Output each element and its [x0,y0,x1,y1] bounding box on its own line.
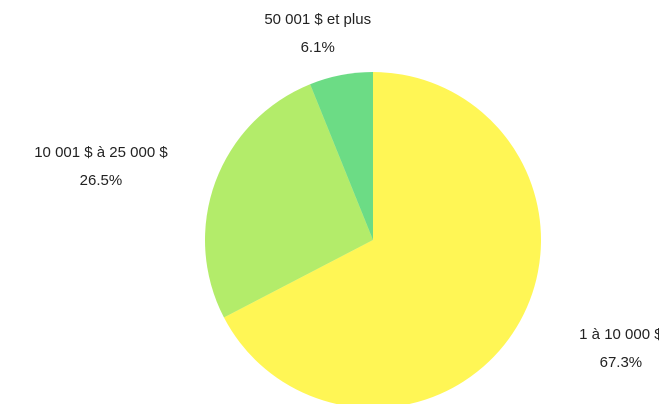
slice-value-label: 26.5% [80,172,123,189]
pie-slice [223,72,541,404]
pie-slice [310,72,373,240]
slice-label: 1 à 10 000 $ [579,326,659,343]
slice-label: 10 001 $ à 25 000 $ [34,144,168,161]
pie-slice [204,84,373,318]
slice-label: 50 001 $ et plus [264,11,371,28]
slice-value-label: 6.1% [301,39,335,56]
slice-value-label: 67.3% [600,354,643,371]
